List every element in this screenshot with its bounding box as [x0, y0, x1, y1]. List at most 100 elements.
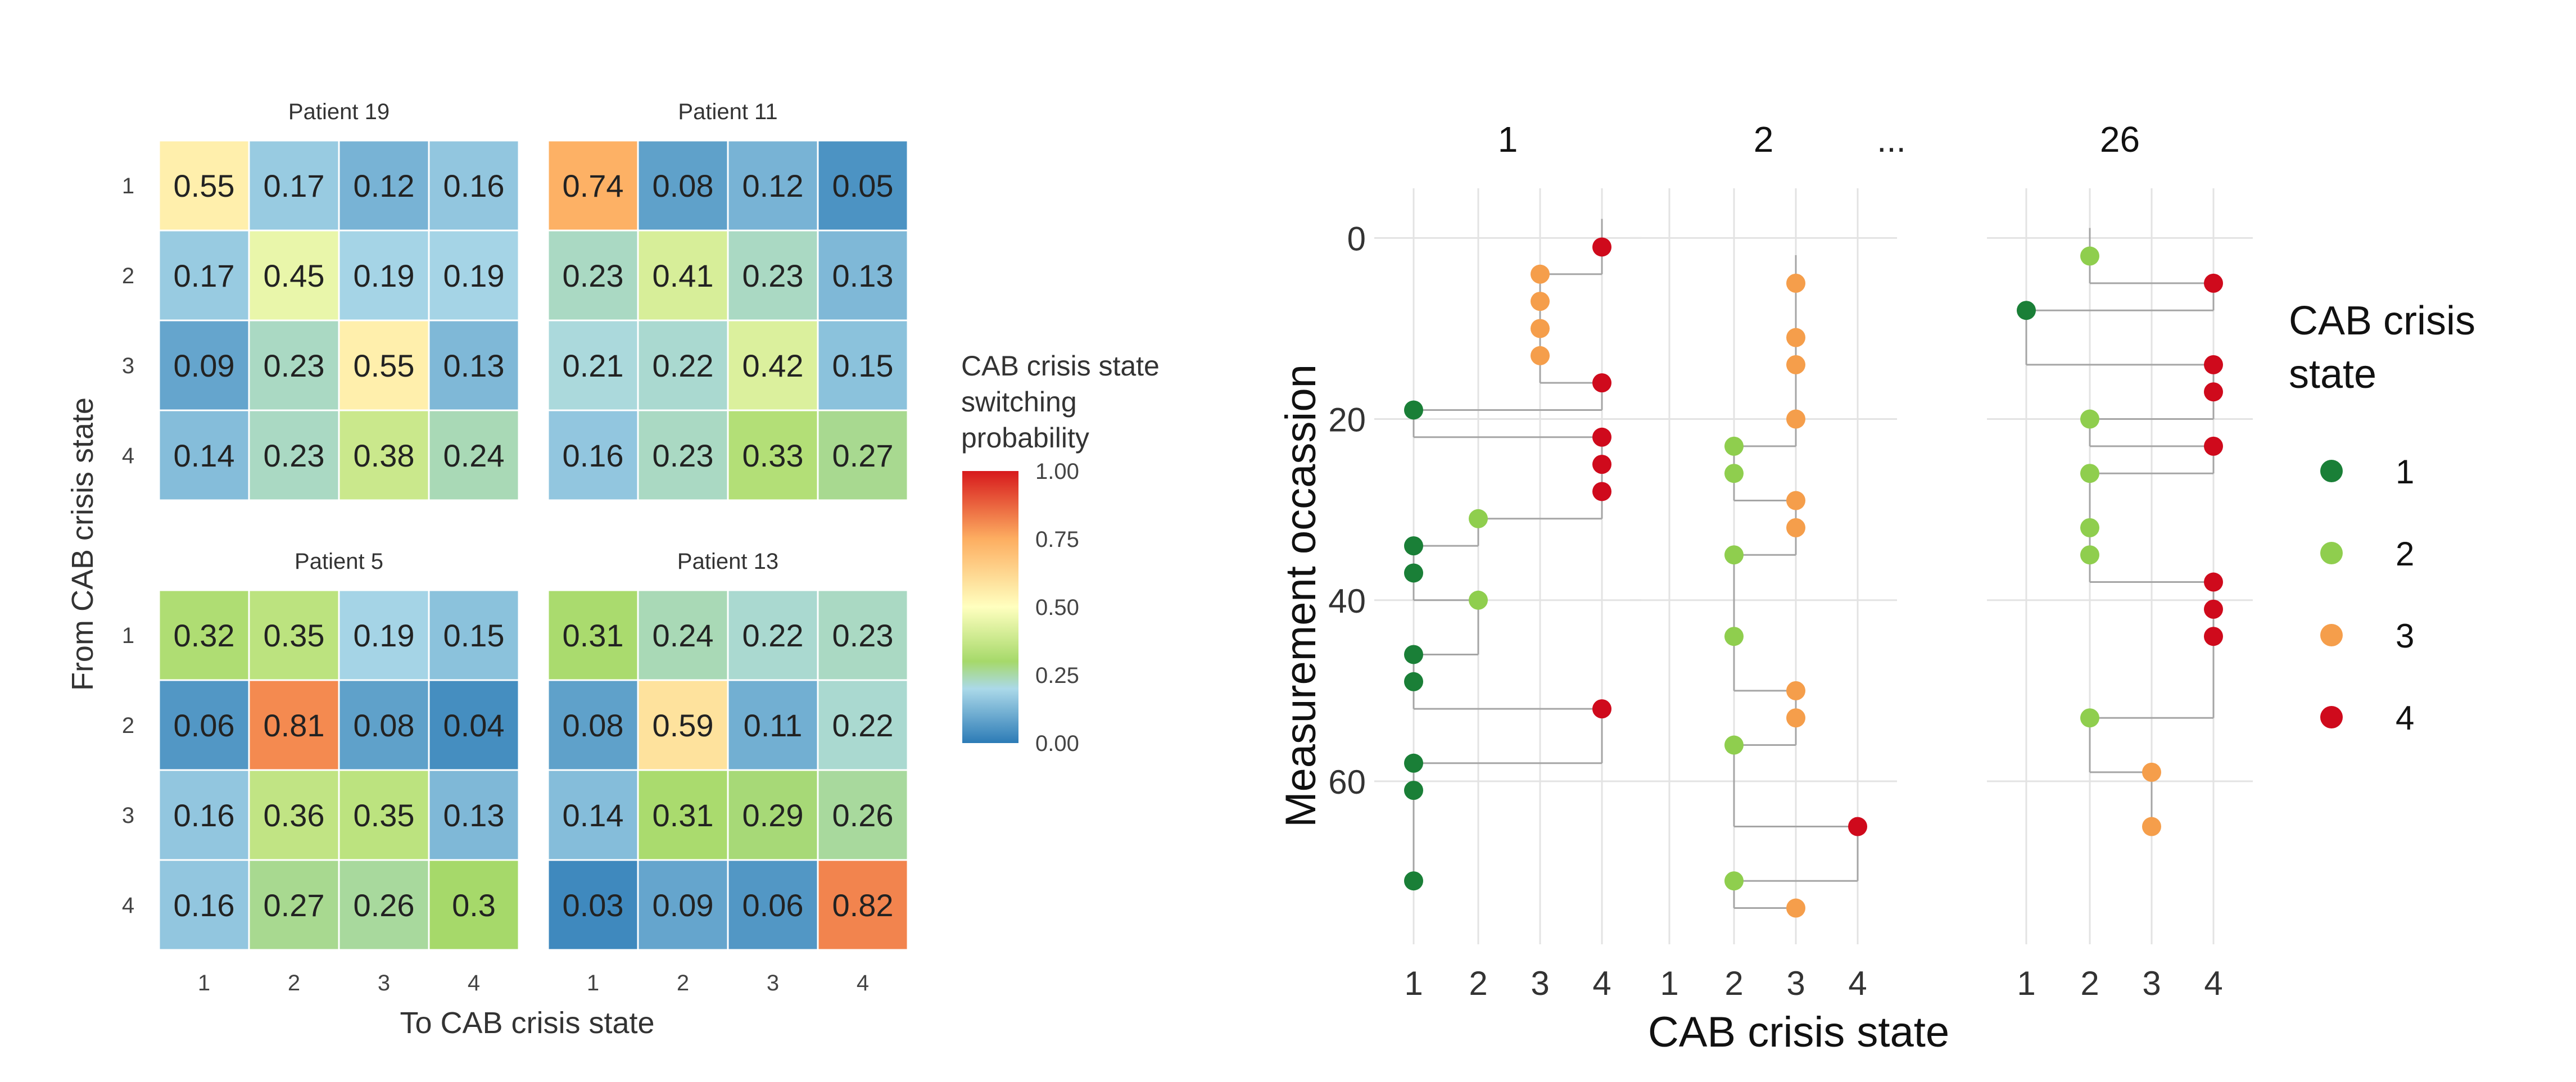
sequence-y-tick: 0	[1347, 220, 1366, 257]
state-legend-swatch	[2320, 624, 2343, 646]
sequence-point	[2080, 409, 2099, 429]
sequence-point	[1786, 898, 1805, 918]
heatmap-cell-label: 0.17	[264, 168, 325, 203]
heatmap-cell-label: 0.19	[354, 618, 415, 653]
heatmap-panel-title: Patient 5	[295, 549, 383, 574]
sequence-point	[1786, 355, 1805, 374]
heatmap-cell-label: 0.13	[443, 348, 505, 383]
heatmap-cell	[727, 229, 819, 322]
sequence-point	[1786, 518, 1805, 537]
sequence-x-tick: 4	[1592, 965, 1611, 1002]
heatmap-cell	[817, 679, 909, 771]
colorbar-tick-label: 1.00	[1035, 459, 1079, 484]
heatmap-cell-label: 0.82	[832, 888, 894, 923]
heatmap-cell-label: 0.55	[354, 348, 415, 383]
colorbar-ticks: 1.00 0.75 0.50 0.25 0.00	[1018, 459, 1079, 756]
sequence-point	[1724, 871, 1744, 891]
sequence-point	[1404, 871, 1423, 891]
heatmap-y-tick: 1	[122, 623, 134, 648]
sequence-panel: 2 1 2 3 4	[1630, 119, 1897, 1002]
state-legend-label: 4	[2396, 699, 2414, 737]
colorbar-title-line-1: CAB crisis state	[961, 350, 1160, 382]
heatmap-cell	[727, 589, 819, 681]
heatmap-cell-label: 0.81	[264, 708, 325, 743]
heatmap-cell	[727, 319, 819, 411]
heatmap-cell-label: 0.26	[354, 888, 415, 923]
heatmap-cell-label: 0.08	[563, 708, 624, 743]
sequence-x-tick: 2	[1469, 965, 1487, 1002]
sequence-x-tick: 1	[1660, 965, 1678, 1002]
sequence-point	[2204, 627, 2223, 646]
heatmap-cell-label: 0.42	[743, 348, 804, 383]
heatmap-cell-label: 0.35	[264, 618, 325, 653]
heatmap-cell-label: 0.17	[174, 258, 235, 293]
heatmap-cell-label: 0.23	[264, 348, 325, 383]
sequence-point	[1531, 319, 1550, 338]
sequence-point	[1592, 482, 1611, 501]
heatmap-cell-label: 0.11	[744, 708, 803, 743]
heatmap-cell-label: 0.13	[443, 798, 505, 833]
heatmap-cell	[637, 589, 729, 681]
sequence-point	[1469, 509, 1488, 528]
heatmap-cell	[817, 859, 909, 951]
heatmap-cell-label: 0.06	[174, 708, 235, 743]
heatmap-cell	[428, 589, 520, 681]
heatmap-cell	[547, 409, 639, 501]
heatmap-y-tick: 2	[122, 713, 134, 738]
heatmap-cell-label: 0.15	[443, 618, 505, 653]
heatmap-cell-label: 0.16	[174, 888, 235, 923]
sequence-point	[1786, 409, 1805, 429]
heatmap-cell-label: 0.14	[563, 798, 624, 833]
heatmap-cell-label: 0.03	[563, 888, 624, 923]
sequence-point	[1404, 672, 1423, 691]
sequence-point	[1786, 273, 1805, 293]
heatmap-cell-label: 0.35	[354, 798, 415, 833]
heatmap-cell	[727, 409, 819, 501]
sequence-x-tick: 3	[1786, 965, 1805, 1002]
heatmap-cell-label: 0.41	[653, 258, 714, 293]
heatmap-cell	[158, 859, 250, 951]
heatmap-x-tick: 3	[767, 971, 779, 995]
heatmap-cell	[817, 139, 909, 232]
state-legend-title-line-2: state	[2289, 352, 2376, 397]
sequence-point	[1786, 681, 1805, 700]
sequence-x-tick: 2	[1724, 965, 1743, 1002]
state-legend-title-line-1: CAB crisis	[2289, 298, 2475, 343]
colorbar-tick-label: 0.50	[1035, 595, 1079, 620]
sequence-y-axis-label: Measurement occassion	[1277, 364, 1325, 827]
sequence-point	[2204, 436, 2223, 456]
heatmap-panel: Patient 13 0.31 0.24 0.22 0.23 0.08 0.59 0.11 0.…	[547, 549, 909, 995]
heatmap-cell	[727, 139, 819, 232]
heatmap-cell-label: 0.21	[563, 348, 624, 383]
heatmap-cell	[547, 229, 639, 322]
sequence-x-tick: 4	[2204, 965, 2222, 1002]
heatmap-cell	[547, 139, 639, 232]
sequence-point	[1592, 373, 1611, 393]
heatmap-cell	[248, 229, 340, 322]
heatmap-cell	[428, 319, 520, 411]
heatmap-panel: Patient 11 0.74 0.08 0.12 0.05 0.23 0.41 0.23 0.…	[547, 99, 909, 501]
heatmap-cell-label: 0.27	[832, 438, 894, 473]
heatmap-cell-label: 0.12	[743, 168, 804, 203]
heatmap-cell-label: 0.24	[443, 438, 505, 473]
sequence-point	[1592, 455, 1611, 474]
sequence-point	[2080, 464, 2099, 483]
heatmap-x-tick: 4	[857, 971, 869, 995]
heatmap-cell	[547, 319, 639, 411]
heatmap-cell	[817, 589, 909, 681]
heatmap-cell-label: 0.16	[443, 168, 505, 203]
state-legend-swatch	[2320, 706, 2343, 728]
heatmap-cell-label: 0.31	[563, 618, 624, 653]
sequence-point	[1404, 753, 1423, 773]
heatmap-cell-label: 0.22	[653, 348, 714, 383]
colorbar-gradient	[962, 471, 1018, 743]
sequence-x-tick: 3	[2142, 965, 2161, 1002]
heatmap-y-axis-label: From CAB crisis state	[66, 397, 99, 691]
heatmap-cell-label: 0.23	[653, 438, 714, 473]
heatmap-cell	[428, 409, 520, 501]
sequence-x-axis-label: CAB crisis state	[1648, 1008, 1949, 1056]
heatmap-y-tick: 4	[122, 893, 134, 918]
sequence-point	[2080, 708, 2099, 728]
heatmap-cell	[637, 859, 729, 951]
